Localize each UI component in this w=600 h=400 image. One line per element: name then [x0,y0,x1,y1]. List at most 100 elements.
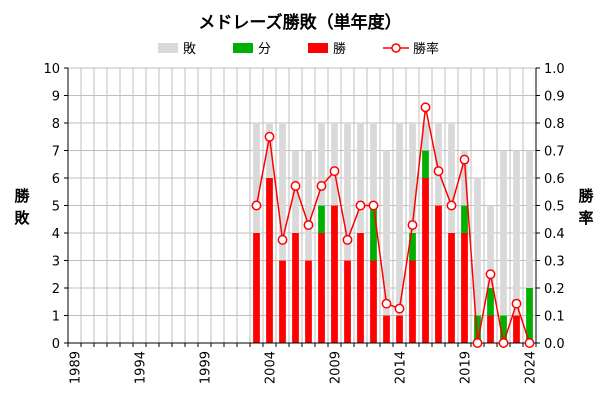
bar-loss-2012 [370,123,377,206]
win-rate-point-2010 [342,234,353,245]
bar-win-2005 [279,260,286,343]
x-tick-labels: 1989 1994 1999 2004 2009 2014 2019 2024 [69,351,539,384]
bar-win-2012 [370,260,377,343]
win-rate-point-2012 [368,200,379,211]
y2-tick-label: 0.0 [544,337,565,352]
legend: 敗 分 勝 勝率 [158,41,439,57]
bar-win-2011 [357,233,364,343]
x-tick-label: 2009 [329,351,344,384]
y-tick-label: 7 [52,145,60,160]
win-rate-point-2019 [459,154,470,165]
y-tick-label: 10 [43,62,60,77]
x-tick-label: 1999 [199,351,214,384]
win-rate-point-2011 [355,200,366,211]
win-rate-point-2015 [407,220,418,230]
bar-loss-2023 [513,150,520,316]
win-rate-point-2023 [511,298,522,309]
y2-axis-label-char1-part: 率 [578,209,593,227]
bar-loss-2005 [279,123,286,261]
x-tick-label: 1994 [134,351,149,384]
win-rate-line [255,107,531,346]
bar-draw-2012 [370,205,377,261]
win-rate-point-2009 [329,166,340,177]
y-tick-label: 8 [52,117,60,132]
win-rate-point-2003 [251,200,262,211]
legend-label-draw: 分 [258,42,271,57]
bar-loss-2009 [331,123,338,206]
x-tick-label: 1989 [69,351,84,384]
win-rate-point-2014 [394,303,405,314]
bar-loss-2019 [461,150,468,206]
bar-win-2015 [409,260,416,343]
bar-draw-2015 [409,233,416,261]
legend-swatch-draw [233,43,253,53]
bar-win-2023 [513,315,520,343]
bar-win-2016 [422,178,429,343]
bar-win-2004 [266,178,273,343]
bar-win-2021 [487,315,494,343]
y2-tick-label: 0.5 [544,200,565,215]
bar-loss-2007 [305,150,312,261]
chart-title: メドレーズ勝敗（単年度） [198,12,401,33]
bar-draw-2020 [474,315,481,343]
y2-tick-label: 0.1 [544,310,565,325]
win-rate-point-2016 [420,102,431,113]
bar-loss-2004 [266,123,273,178]
bar-win-2010 [344,260,351,343]
y-tick-label: 5 [52,200,60,215]
y2-tick-label: 0.6 [544,172,565,187]
x-tick-label: 2019 [459,351,474,384]
bar-loss-2006 [292,150,299,233]
bar-draw-2019 [461,205,468,233]
y-tick-label: 0 [52,337,60,352]
bar-win-2013 [383,315,390,343]
y-axis-label-char1-part: 敗 [14,209,30,227]
bar-loss-2020 [474,178,481,316]
y-tick-label: 1 [52,310,60,325]
bar-loss-2017 [435,123,442,206]
bar-loss-2014 [396,123,403,316]
y2-axis-label-char1: 勝率 [578,187,594,227]
bar-win-2003 [253,233,260,343]
y2-tick-label: 0.4 [544,227,565,242]
x-tick-label: 2014 [394,351,409,384]
y2-axis-label-char1-part: 勝 [578,187,594,205]
y-axis-label-char1: 勝敗 [14,187,30,227]
legend-label-rate: 勝率 [413,41,439,57]
bar-win-2014 [396,315,403,343]
bar-loss-2021 [487,205,494,288]
bar-loss-2022 [500,150,507,316]
win-rate-point-2018 [446,200,457,211]
y2-tick-label: 1.0 [544,62,565,77]
bar-draw-2008 [318,205,325,233]
bar-win-2008 [318,233,325,343]
win-rate-point-2021 [485,269,496,280]
bar-draw-2022 [500,315,507,343]
y2-tick-label: 0.2 [544,282,565,297]
bar-draw-2016 [422,150,429,178]
win-rate-point-2007 [303,220,314,230]
bar-loss-2018 [448,123,455,233]
x-tick-label: 2024 [524,351,539,384]
bar-win-2006 [292,233,299,343]
bar-loss-2024 [526,150,533,288]
y-tick-label: 6 [52,172,60,187]
y-axis-label-char1-part: 勝 [14,187,30,205]
bar-loss-2016 [422,123,429,151]
x-tick-label: 2004 [264,351,279,384]
win-rate-point-2008 [316,181,327,191]
bar-loss-2013 [383,150,390,316]
legend-swatch-loss [158,43,178,53]
bar-win-2018 [448,233,455,343]
win-rate-point-2004 [264,131,275,142]
y-tick-label: 3 [52,255,60,270]
win-rate-point-2022 [498,338,509,348]
legend-marker-rate [391,43,401,53]
axes [64,67,540,347]
gridlines [68,67,536,343]
y2-tick-label: 0.7 [544,145,565,160]
y-tick-label: 2 [52,282,60,297]
win-rate-series [251,102,535,348]
y2-tick-labels: 0.0 0.1 0.2 0.3 0.4 0.5 0.6 0.7 0.8 0.9 1.0 [544,62,565,352]
